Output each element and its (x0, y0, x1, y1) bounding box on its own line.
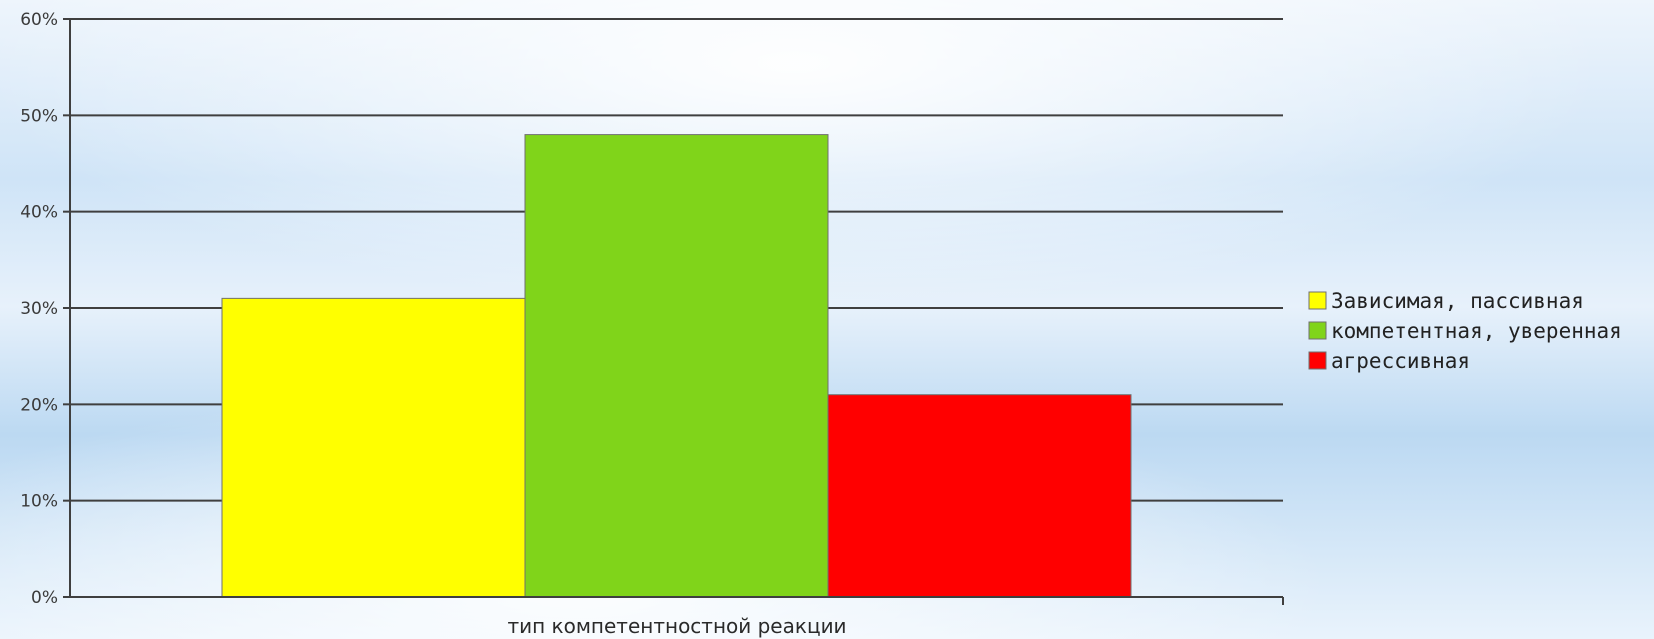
y-tick-label: 10% (20, 492, 58, 512)
x-axis-label: тип компетентностной реакции (507, 614, 846, 638)
legend-swatch (1308, 321, 1327, 340)
y-tick-label: 50% (20, 106, 58, 126)
bar (221, 297, 526, 598)
y-tick-label: 60% (20, 10, 58, 30)
legend-swatch (1308, 351, 1327, 370)
y-axis-ticks: 0% 10% 20% 30% 40% 50% 60% (20, 10, 70, 608)
y-tick-label: 0% (31, 588, 58, 608)
y-tick-label: 20% (20, 395, 58, 415)
legend-label: агрессивная (1331, 349, 1470, 373)
legend: Зависимая, пассивная компетентная, уверен… (1308, 289, 1622, 373)
legend-label: компетентная, уверенная (1331, 319, 1622, 343)
bars (221, 134, 1132, 598)
legend-label: Зависимая, пассивная (1331, 289, 1584, 313)
bar (524, 134, 829, 598)
y-tick-label: 40% (20, 203, 58, 223)
legend-swatch (1308, 291, 1327, 310)
bar (827, 394, 1132, 598)
y-tick-label: 30% (20, 299, 58, 319)
